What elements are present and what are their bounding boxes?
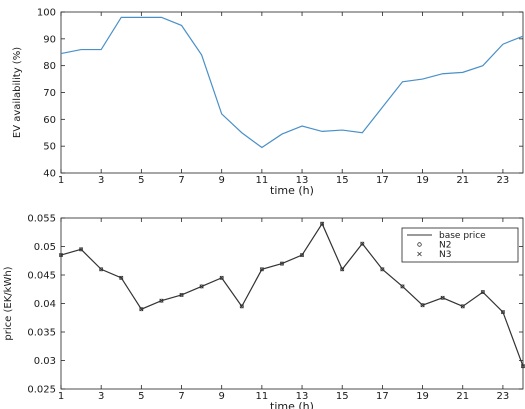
y-tick-label: 0.025 bbox=[27, 385, 56, 396]
x-tick-label: 7 bbox=[178, 175, 184, 186]
data-point-n2 bbox=[159, 298, 164, 303]
x-tick-label: 23 bbox=[497, 391, 510, 402]
legend-entry-n2: N2 bbox=[439, 241, 451, 251]
x-tick-label: 5 bbox=[138, 391, 144, 402]
data-point-n3 bbox=[440, 295, 445, 300]
y-tick-label: 40 bbox=[43, 169, 56, 180]
data-point-n3 bbox=[400, 284, 405, 289]
legend-entry-base-price: base price bbox=[439, 231, 486, 241]
y-tick-label: 0.04 bbox=[34, 299, 56, 310]
x-tick-label: 15 bbox=[336, 391, 349, 402]
data-point-n3 bbox=[159, 298, 164, 303]
y-tick-label: 100 bbox=[37, 8, 56, 19]
data-point-n2 bbox=[79, 247, 84, 252]
y-tick-label: 60 bbox=[43, 115, 56, 126]
data-point-n2 bbox=[179, 293, 184, 297]
y-axis-label: price (EK/kWh) bbox=[3, 266, 14, 340]
data-point-n2 bbox=[139, 307, 144, 312]
data-point-n3 bbox=[279, 261, 285, 266]
data-point-n3 bbox=[500, 310, 505, 315]
data-point-n2 bbox=[280, 261, 284, 266]
x-tick-label: 13 bbox=[296, 175, 309, 186]
data-point-n2 bbox=[239, 304, 244, 309]
x-tick-label: 5 bbox=[138, 175, 144, 186]
data-point-n3 bbox=[360, 241, 365, 246]
data-point-n2 bbox=[460, 304, 465, 309]
y-tick-label: 70 bbox=[43, 88, 56, 99]
data-point-n2 bbox=[259, 267, 264, 272]
data-point-n3 bbox=[219, 275, 224, 280]
data-point-n3 bbox=[139, 307, 144, 312]
data-point-n2 bbox=[300, 253, 304, 257]
data-point-n2 bbox=[340, 267, 345, 272]
data-point-n2 bbox=[360, 241, 365, 246]
x-tick-label: 17 bbox=[376, 175, 389, 186]
series-line-base-price bbox=[60, 222, 524, 367]
data-point-n3 bbox=[320, 221, 325, 226]
data-point-n3 bbox=[239, 304, 244, 309]
data-point-n3 bbox=[119, 275, 124, 280]
x-tick-label: 9 bbox=[219, 175, 225, 186]
y-tick-label: 0.035 bbox=[27, 328, 56, 339]
y-tick-label: 90 bbox=[43, 34, 56, 45]
data-point-n2 bbox=[219, 275, 224, 280]
y-tick-label: 0.03 bbox=[34, 356, 56, 367]
x-tick-label: 9 bbox=[219, 391, 225, 402]
data-point-n2 bbox=[420, 303, 425, 308]
data-point-n2 bbox=[320, 221, 325, 226]
data-point-n3 bbox=[299, 253, 305, 258]
x-axis-label: time (h) bbox=[270, 184, 314, 197]
x-axis-label: time (h) bbox=[270, 400, 314, 409]
series-line-ev-availability bbox=[60, 16, 524, 149]
x-tick-label: 1 bbox=[58, 391, 64, 402]
x-tick-label: 21 bbox=[456, 175, 469, 186]
data-point-n2 bbox=[500, 310, 505, 314]
x-tick-label: 13 bbox=[296, 391, 309, 402]
y-axis-label: EV availability (%) bbox=[12, 47, 23, 138]
data-point-n3 bbox=[340, 267, 345, 272]
data-point-n3 bbox=[259, 267, 264, 272]
data-point-n2 bbox=[119, 275, 124, 280]
x-tick-label: 21 bbox=[456, 391, 469, 402]
data-point-n3 bbox=[58, 253, 64, 258]
data-point-n3 bbox=[420, 303, 425, 308]
legend-entry-n3: N3 bbox=[439, 250, 451, 260]
data-point-n2 bbox=[59, 253, 63, 257]
legend-circle-symbol bbox=[417, 242, 422, 247]
y-tick-label: 50 bbox=[43, 142, 56, 153]
x-tick-label: 3 bbox=[98, 391, 104, 402]
data-point-n2 bbox=[440, 295, 445, 300]
x-tick-label: 23 bbox=[497, 175, 510, 186]
data-point-n3 bbox=[199, 284, 204, 289]
data-point-n3 bbox=[79, 247, 84, 252]
x-tick-label: 1 bbox=[58, 175, 64, 186]
y-tick-label: 80 bbox=[43, 61, 56, 72]
x-tick-label: 15 bbox=[336, 175, 349, 186]
legend-x-symbol bbox=[417, 251, 422, 257]
data-point-n3 bbox=[179, 292, 184, 297]
y-tick-label: 0.055 bbox=[27, 214, 56, 225]
x-tick-label: 7 bbox=[178, 391, 184, 402]
x-tick-label: 17 bbox=[376, 391, 389, 402]
data-point-n2 bbox=[480, 290, 485, 295]
y-tick-label: 0.045 bbox=[27, 271, 56, 282]
data-point-n3 bbox=[520, 364, 525, 369]
x-tick-label: 19 bbox=[416, 391, 429, 402]
data-point-n2 bbox=[400, 284, 405, 289]
data-point-n3 bbox=[480, 290, 485, 295]
data-point-n2 bbox=[380, 267, 385, 272]
data-point-n3 bbox=[380, 267, 385, 272]
x-tick-label: 11 bbox=[256, 391, 269, 402]
x-tick-label: 3 bbox=[98, 175, 104, 186]
x-tick-label: 19 bbox=[416, 175, 429, 186]
data-point-n2 bbox=[199, 284, 204, 289]
data-point-n2 bbox=[99, 267, 104, 272]
y-tick-label: 0.05 bbox=[34, 242, 56, 253]
plot-area-1 bbox=[60, 11, 524, 174]
x-tick-label: 11 bbox=[256, 175, 269, 186]
data-point-n3 bbox=[460, 304, 465, 309]
data-point-n3 bbox=[99, 267, 104, 272]
